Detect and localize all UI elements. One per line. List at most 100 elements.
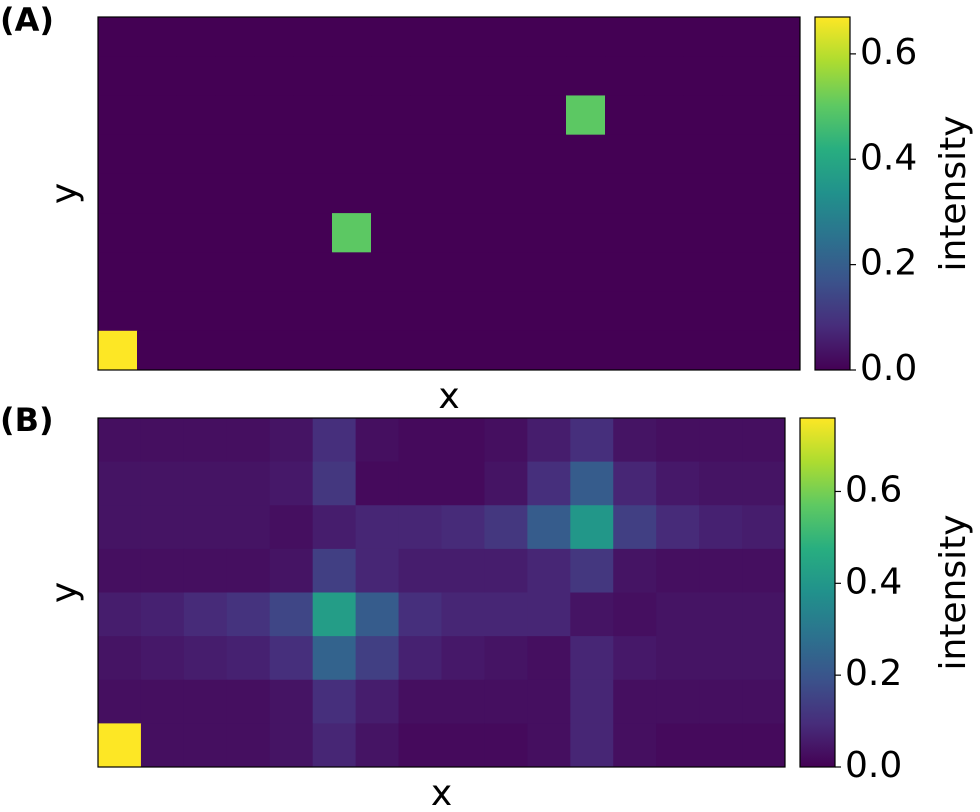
heatmap-cell <box>410 213 450 253</box>
heatmap-cell <box>742 418 786 463</box>
heatmap-cell <box>293 134 333 175</box>
heatmap-cell <box>527 636 571 681</box>
heatmap-cell <box>140 679 185 724</box>
heatmap-cell <box>722 56 762 96</box>
heatmap-cell <box>398 418 442 463</box>
heatmap-cell <box>176 291 216 332</box>
heatmap-cell <box>488 252 528 293</box>
heatmap-cell <box>527 723 571 768</box>
heatmap-cell <box>488 330 528 371</box>
heatmap-cell <box>449 56 489 96</box>
heatmap-cell <box>527 17 567 57</box>
heatmap-cell <box>605 173 645 214</box>
heatmap-cell <box>371 213 411 253</box>
heatmap-cell <box>699 418 743 463</box>
heatmap-cell <box>398 723 442 768</box>
heatmap-cell <box>98 418 142 463</box>
heatmap-cell <box>269 505 314 550</box>
heatmap-cell <box>215 173 255 214</box>
heatmap-cell <box>566 56 606 96</box>
colorbar-label: intensity <box>933 115 974 271</box>
heatmap-cell <box>98 723 142 768</box>
heatmap-cell <box>488 134 528 175</box>
heatmap-cell <box>566 252 606 293</box>
heatmap-cell <box>398 505 442 550</box>
colorbar-tick-label: 0.0 <box>845 745 902 786</box>
heatmap-cell <box>527 173 567 214</box>
heatmap-cell <box>488 173 528 214</box>
colorbar-label: intensity <box>933 514 974 670</box>
heatmap-cell <box>441 723 485 768</box>
heatmap-cell <box>761 252 801 293</box>
heatmap-cell <box>254 252 294 293</box>
heatmap-cell <box>484 679 528 724</box>
heatmap-cell <box>183 548 228 593</box>
heatmap-cell <box>312 461 357 506</box>
heatmap-cell <box>371 291 411 332</box>
heatmap-cell <box>566 95 606 136</box>
heatmap-cell <box>355 418 400 463</box>
heatmap-cell <box>215 291 255 332</box>
y-axis-label: y <box>44 582 85 603</box>
heatmap-cell <box>449 330 489 371</box>
colorbar-tick-label: 0.6 <box>860 32 917 73</box>
heatmap-cell <box>527 134 567 175</box>
heatmap-cell <box>215 213 255 253</box>
heatmap-cell <box>215 95 255 136</box>
heatmap-cell <box>683 213 723 253</box>
heatmap-cell <box>226 548 271 593</box>
heatmap-cell <box>98 592 142 637</box>
heatmap-cell <box>176 330 216 371</box>
heatmap-cell <box>605 330 645 371</box>
heatmap-cell <box>605 291 645 332</box>
heatmap-cell <box>761 95 801 136</box>
heatmap-cell <box>293 56 333 96</box>
heatmap-cell <box>488 291 528 332</box>
heatmap-cell <box>254 17 294 57</box>
heatmap-cell <box>488 95 528 136</box>
heatmap-cell <box>527 291 567 332</box>
heatmap-cell <box>644 56 684 96</box>
heatmap-cell <box>355 505 400 550</box>
heatmap-cell <box>332 173 372 214</box>
heatmap-cell <box>484 592 528 637</box>
heatmap-cell <box>176 56 216 96</box>
heatmap-cell <box>683 95 723 136</box>
heatmap-cell <box>398 679 442 724</box>
heatmap-cell <box>254 95 294 136</box>
heatmap-cell <box>441 418 485 463</box>
heatmap-cell <box>566 134 606 175</box>
heatmap-cell <box>410 252 450 293</box>
heatmap-cell <box>371 56 411 96</box>
colorbar-tick-label: 0.6 <box>845 469 902 510</box>
heatmap-cell <box>527 461 571 506</box>
heatmap-cell <box>332 291 372 332</box>
heatmap-cell <box>137 134 177 175</box>
heatmap-cell <box>371 252 411 293</box>
heatmap-cell <box>254 291 294 332</box>
heatmap-cell <box>332 252 372 293</box>
heatmap-cell <box>140 723 185 768</box>
heatmap-cell <box>398 636 442 681</box>
heatmap-cell <box>699 592 743 637</box>
heatmap-cell <box>605 252 645 293</box>
heatmap-cell <box>398 461 442 506</box>
heatmap-cell <box>742 505 786 550</box>
heatmap-cell <box>527 418 571 463</box>
heatmap-cell <box>613 636 657 681</box>
heatmap-cell <box>137 173 177 214</box>
heatmap-cell <box>527 213 567 253</box>
heatmap-cell <box>293 213 333 253</box>
heatmap-cell <box>441 679 485 724</box>
heatmap-cell <box>683 252 723 293</box>
heatmap-cell <box>605 134 645 175</box>
heatmap-cell <box>332 56 372 96</box>
heatmap-cell <box>269 548 314 593</box>
heatmap-cell <box>742 636 786 681</box>
heatmap-cell <box>293 291 333 332</box>
heatmap-cell <box>527 505 571 550</box>
heatmap-cell <box>722 173 762 214</box>
heatmap-cell <box>140 505 185 550</box>
heatmap-cell <box>644 95 684 136</box>
heatmap-cell <box>312 548 357 593</box>
